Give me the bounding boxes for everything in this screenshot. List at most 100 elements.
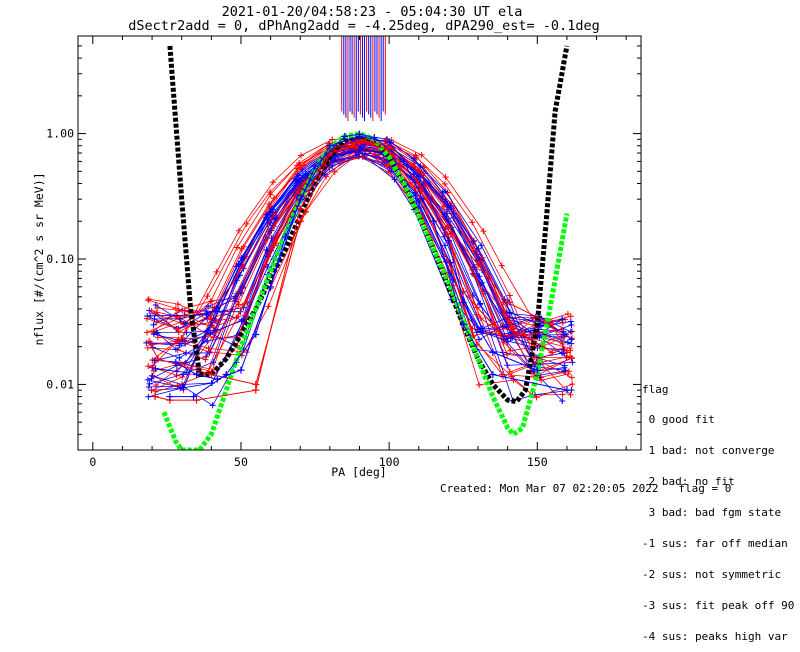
plus-marker xyxy=(178,334,185,341)
footer-flag: flag = 0 xyxy=(678,482,732,495)
plus-marker xyxy=(504,362,511,369)
series-point xyxy=(151,393,159,401)
plus-marker xyxy=(205,348,212,355)
series-point xyxy=(430,217,438,225)
plus-marker xyxy=(439,189,446,196)
plus-marker xyxy=(145,363,152,370)
plus-marker xyxy=(210,359,217,366)
plus-marker xyxy=(561,350,568,357)
plus-marker xyxy=(480,228,487,235)
series-point xyxy=(548,348,556,356)
plus-marker xyxy=(302,174,309,181)
plus-marker xyxy=(391,176,398,183)
plus-marker xyxy=(469,219,476,226)
plus-marker xyxy=(181,312,188,319)
plus-marker xyxy=(558,326,565,333)
plus-marker xyxy=(205,303,212,310)
series-point xyxy=(548,321,556,329)
x-tick-label: 100 xyxy=(379,455,400,469)
plus-marker xyxy=(179,338,186,345)
y-tick-label: 1.00 xyxy=(46,127,74,141)
legend-title: flag xyxy=(642,382,669,396)
series-point xyxy=(190,393,198,401)
series-point xyxy=(444,223,452,231)
plus-marker xyxy=(238,245,245,252)
series-point xyxy=(193,370,201,378)
plus-marker xyxy=(265,303,272,310)
plus-marker xyxy=(270,211,277,218)
plus-marker xyxy=(206,349,213,356)
plus-marker xyxy=(473,329,480,336)
plus-marker xyxy=(264,248,271,255)
series-point xyxy=(166,393,174,401)
plus-marker xyxy=(154,305,161,312)
plus-marker xyxy=(150,321,157,328)
plus-marker xyxy=(211,327,218,334)
plus-marker xyxy=(297,152,304,159)
plus-marker xyxy=(172,346,179,353)
plus-marker xyxy=(565,371,572,378)
plus-marker xyxy=(266,189,273,196)
plus-marker xyxy=(569,381,576,388)
series-point xyxy=(311,162,319,170)
plus-marker xyxy=(500,310,507,317)
plus-marker xyxy=(273,215,280,222)
x-tick-label: 50 xyxy=(234,455,248,469)
flag-legend: flag 0 good fit 1 bad: not converge 2 ba… xyxy=(642,364,794,652)
blue-5 xyxy=(169,133,568,398)
plus-marker xyxy=(506,368,513,375)
plus-marker xyxy=(174,382,181,389)
plus-marker xyxy=(360,153,367,160)
plus-marker xyxy=(234,244,241,251)
plus-marker xyxy=(562,331,569,338)
plus-marker xyxy=(268,208,275,215)
plus-marker xyxy=(207,298,214,305)
plus-marker xyxy=(296,160,303,167)
plus-marker xyxy=(235,301,242,308)
plus-marker xyxy=(478,242,485,249)
plus-marker xyxy=(267,191,274,198)
plus-marker xyxy=(173,372,180,379)
plus-marker xyxy=(149,372,156,379)
plus-marker xyxy=(152,366,159,373)
plus-marker xyxy=(232,298,239,305)
plus-marker xyxy=(233,277,240,284)
frame-layer xyxy=(77,35,642,451)
plus-marker xyxy=(441,181,448,188)
plot-frame xyxy=(77,35,642,451)
plus-marker xyxy=(210,334,217,341)
series-point xyxy=(518,331,526,339)
series-point xyxy=(415,180,423,187)
series-point xyxy=(459,321,467,329)
legend-item: -2 sus: not symmetric xyxy=(642,567,782,581)
plus-marker xyxy=(235,227,242,234)
plus-marker xyxy=(145,383,152,390)
blue-trace xyxy=(156,144,563,402)
series-point xyxy=(341,132,349,140)
series-point xyxy=(296,205,304,213)
plus-marker xyxy=(264,263,271,270)
plus-marker xyxy=(500,335,507,342)
plus-marker xyxy=(266,200,273,207)
plus-marker xyxy=(150,331,157,338)
legend-item: 0 good fit xyxy=(642,413,715,427)
y-tick-label: 0.10 xyxy=(46,252,74,266)
plus-marker xyxy=(448,267,455,274)
y-tick-label: 0.01 xyxy=(46,377,74,391)
plus-marker xyxy=(568,374,575,381)
plus-marker xyxy=(567,391,574,398)
legend-item: 3 bad: bad fgm state xyxy=(642,506,782,520)
plus-marker xyxy=(564,339,571,346)
plus-marker xyxy=(145,393,152,400)
legend-item: -3 sus: fit peak off 90 xyxy=(642,598,795,612)
plus-marker xyxy=(506,292,513,299)
plus-marker xyxy=(559,398,566,405)
plus-marker xyxy=(567,318,574,325)
red-trace xyxy=(148,149,563,376)
plus-marker xyxy=(565,368,572,375)
plus-marker xyxy=(418,151,425,158)
plus-marker xyxy=(210,324,217,331)
plus-marker xyxy=(269,179,276,186)
series-point xyxy=(193,396,201,404)
green-fit-curve xyxy=(161,131,570,450)
